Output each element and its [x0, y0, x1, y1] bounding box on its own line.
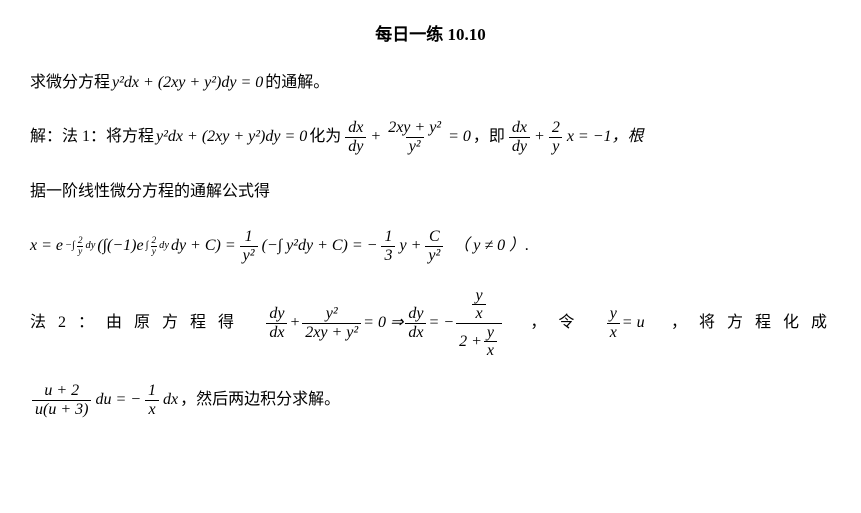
frac-y-x: y x [607, 305, 620, 341]
close1: dy + C) = [171, 232, 236, 261]
num: u + 2 [41, 382, 82, 400]
den: x [607, 323, 620, 342]
comma-let: ， 令 [530, 309, 578, 338]
problem-suffix: 的通解。 [265, 69, 329, 98]
num: y [607, 305, 620, 323]
sol1-label: 解：法 1：将方程 [30, 123, 154, 152]
num: dy [266, 305, 287, 323]
frac-y2-expr: y² 2xy + y² [302, 305, 361, 341]
problem-line: 求微分方程 y²dx + (2xy + y²)dy = 0 的通解。 [30, 69, 831, 98]
page-title: 每日一练 10.10 [30, 20, 831, 51]
sol1-line1: 解：法 1：将方程 y²dx + (2xy + y²)dy = 0 化为 dx … [30, 119, 831, 155]
num: 1 [242, 228, 256, 246]
plus: + [370, 123, 381, 152]
eqneg: = − [428, 309, 454, 338]
num: y [472, 287, 485, 305]
num: 1 [145, 382, 159, 400]
big-frac: y x 2 + y x [456, 287, 502, 360]
frac-1-x: 1 x [145, 382, 159, 418]
sol1-mid1: 化为 [309, 123, 341, 152]
sol2-tail: ， 将 方 程 化 成 [671, 309, 831, 338]
num: 2 [549, 119, 563, 137]
num: y² [323, 305, 341, 323]
num: 2 [77, 236, 84, 246]
num: dx [509, 119, 530, 137]
plus2: + [534, 123, 545, 152]
problem-prefix: 求微分方程 [30, 69, 110, 98]
sol1-line2-text: 据一阶线性微分方程的通解公式得 [30, 178, 270, 207]
x-eq: x = e [30, 232, 63, 261]
den: 3 [381, 246, 395, 265]
frac-expr: 2xy + y² y² [385, 119, 444, 155]
sol1-formula: x = e −∫ 2 y dy (∫(−1)e ∫ 2 y dy dy + C)… [30, 228, 831, 264]
sol2-suffix: ，然后两边积分求解。 [180, 386, 340, 415]
den: x [472, 304, 485, 323]
num: 1 [381, 228, 395, 246]
exp1: −∫ 2 y dy [65, 236, 95, 258]
den: y² [406, 137, 424, 156]
num: C [426, 228, 443, 246]
frac-dy-dx-2: dy dx [405, 305, 426, 341]
cond: （ y ≠ 0 ）. [453, 232, 529, 261]
den: x [484, 341, 497, 360]
frac-u: u + 2 u(u + 3) [32, 382, 91, 418]
sol2-label: 法 2 ： 由 原 方 程 得 [30, 309, 238, 338]
den: y [549, 137, 562, 156]
frac-2-y: 2 y [549, 119, 563, 155]
den: y [77, 246, 83, 257]
frac-1-y2: 1 y² [240, 228, 258, 264]
num: dy [405, 305, 426, 323]
sol1-tail: x = −1，根 [567, 123, 644, 152]
den: u(u + 3) [32, 400, 91, 419]
sol1-line2: 据一阶线性微分方程的通解公式得 [30, 178, 831, 207]
comma: ，即 [473, 123, 505, 152]
exp2: ∫ 2 y dy [146, 236, 169, 258]
frac-1-3: 1 3 [381, 228, 395, 264]
den: y [151, 246, 157, 257]
num: 2xy + y² [385, 119, 444, 137]
du: du = − [95, 386, 141, 415]
frac-dx-dy-2: dx dy [509, 119, 530, 155]
equ: = u [622, 309, 645, 338]
problem-eq: y²dx + (2xy + y²)dy = 0 [112, 69, 263, 98]
sol2-line2: u + 2 u(u + 3) du = − 1 x dx ，然后两边积分求解。 [30, 382, 831, 418]
den: x [145, 400, 158, 419]
den: y² [425, 246, 443, 265]
den: dy [509, 137, 530, 156]
plus: + [289, 309, 300, 338]
den: dx [266, 323, 287, 342]
sol2-line1: 法 2 ： 由 原 方 程 得 dy dx + y² 2xy + y² = 0 … [30, 287, 831, 360]
eq0: = 0 [448, 123, 471, 152]
den: y² [240, 246, 258, 265]
den: dx [405, 323, 426, 342]
den: dy [345, 137, 366, 156]
num: y [484, 324, 497, 342]
dx: dx [163, 386, 178, 415]
den: 2xy + y² [302, 323, 361, 342]
frac-c-y2: C y² [425, 228, 443, 264]
neg-int: (−∫ y²dy + C) = − [262, 232, 378, 261]
frac-dy-dx: dy dx [266, 305, 287, 341]
eq0arrow: = 0 ⇒ [363, 309, 403, 338]
sol1-eq1: y²dx + (2xy + y²)dy = 0 [156, 123, 307, 152]
den-pre: 2 + [459, 333, 482, 351]
frac-dx-dy: dx dy [345, 119, 366, 155]
open: (∫(−1)e [97, 232, 143, 261]
num: 2 [150, 236, 157, 246]
y-plus: y + [399, 232, 421, 261]
num: dx [345, 119, 366, 137]
